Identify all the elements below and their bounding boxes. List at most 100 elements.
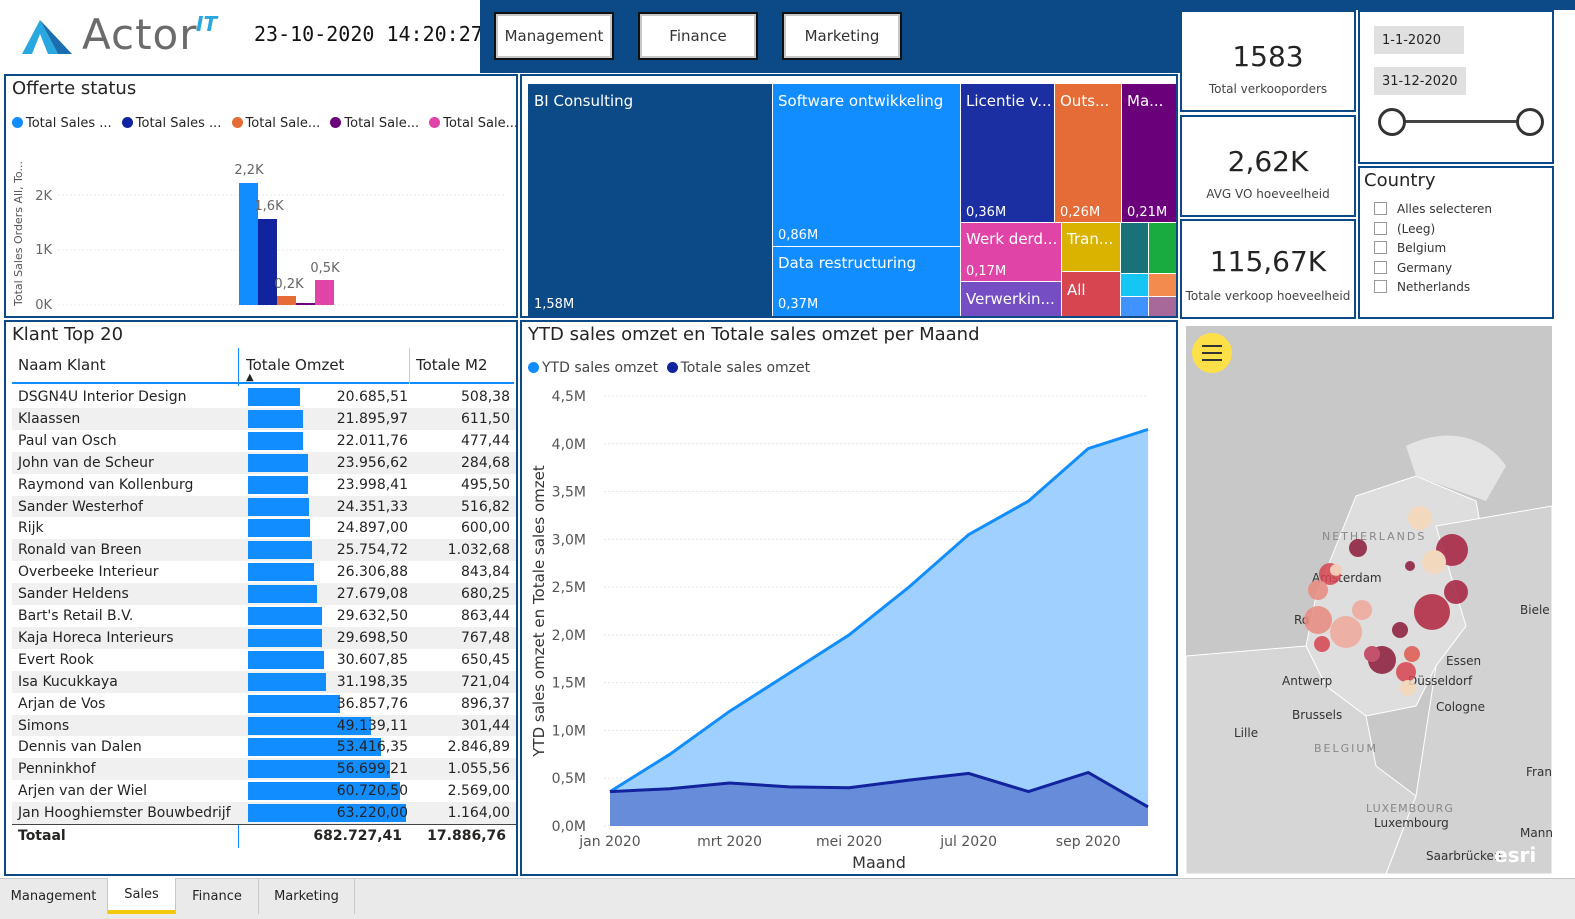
treemap-value: 1,58M [534, 297, 574, 312]
table-row[interactable]: Arjan de Vos 36.857,76 896,37 [12, 692, 516, 715]
bar-label: 0,5K [310, 261, 340, 276]
sort-ascending-icon[interactable]: ▲ [246, 372, 254, 383]
country-option[interactable]: (Leeg) [1374, 220, 1492, 240]
table-row[interactable]: Dennis van Dalen 53.416,35 2.846,89 [12, 736, 516, 759]
treemap-tile [1121, 274, 1148, 296]
treemap-tile [1062, 272, 1120, 316]
bar-label: 0,2K [274, 277, 304, 292]
esri-logo: esri [1494, 843, 1536, 867]
cell-m2: 680,25 [461, 586, 510, 603]
cell-omzet: 24.897,00 [336, 520, 408, 537]
omzet-bar [248, 607, 323, 625]
cell-m2: 863,44 [461, 608, 510, 624]
country-option[interactable]: Alles selecteren [1374, 200, 1492, 220]
end-date-input[interactable]: 31-12-2020 [1374, 67, 1466, 95]
table-row[interactable]: Rijk 24.897,00 600,00 [12, 517, 516, 540]
table-row[interactable]: Paul van Osch 22.011,76 477,44 [12, 429, 516, 452]
bar-series-3 [277, 296, 296, 305]
cell-omzet: 23.956,62 [336, 454, 408, 471]
y-tick-label: 3,5M [552, 485, 586, 501]
cell-m2: 301,44 [461, 717, 510, 734]
cell-naam: Paul van Osch [18, 432, 117, 449]
treemap-label: Outs... [1060, 92, 1109, 110]
y-tick-label: 0,5M [552, 771, 586, 787]
cell-m2: 650,45 [461, 651, 510, 668]
map-label: NETHERLANDS [1322, 530, 1426, 543]
omzet-bar [248, 519, 311, 538]
omzet-bar [248, 431, 303, 450]
series-line [609, 428, 1149, 793]
table-row[interactable]: Kaja Horeca Interieurs 29.698,50 767,48 [12, 626, 516, 649]
nav-finance-button[interactable]: Finance [638, 12, 758, 60]
nav-marketing-button[interactable]: Marketing [782, 12, 902, 60]
start-date-input[interactable]: 1-1-2020 [1374, 26, 1464, 54]
map[interactable]: NETHERLANDS Amsterdam Ro Antwerp Brussel… [1186, 326, 1552, 874]
table-row[interactable]: Overbeeke Interieur 26.306,88 843,84 [12, 561, 516, 584]
cell-omzet: 26.306,88 [336, 564, 408, 581]
country-option[interactable]: Belgium [1374, 239, 1492, 259]
treemap-panel: BI Consulting 1,58M Software ontwikkelin… [520, 74, 1178, 318]
checkbox-icon [1374, 202, 1387, 215]
table-row[interactable]: DSGN4U Interior Design 20.685,51 508,38 [12, 386, 516, 408]
cell-omzet: 25.754,72 [336, 542, 408, 559]
treemap-label: Ma... [1127, 92, 1163, 110]
legend-item[interactable]: Totale sales omzet [666, 360, 810, 376]
cell-m2: 843,84 [461, 564, 510, 581]
table-row[interactable]: Bart's Retail B.V. 29.632,50 863,44 [12, 605, 516, 627]
kpi-value: 1583 [1232, 40, 1304, 73]
cell-naam: Bart's Retail B.V. [18, 608, 134, 624]
current-datetime: 23-10-2020 14:20:27 [254, 22, 483, 46]
col-header-naam[interactable]: Naam Klant [18, 356, 106, 374]
table-row[interactable]: John van de Scheur 23.956,62 284,68 [12, 451, 516, 474]
col-header-omzet[interactable]: Totale Omzet [246, 356, 345, 374]
table-row[interactable]: Jan Hooghiemster Bouwbedrijf 63.220,00 1.1… [12, 802, 516, 825]
legend-item[interactable]: Total Sales ... [12, 116, 112, 131]
series-line [609, 770, 1149, 809]
treemap-tile [1122, 84, 1176, 222]
x-tick-label: jan 2020 [578, 834, 640, 850]
table-row[interactable]: Raymond van Kollenburg 23.998,41 495,50 [12, 473, 516, 496]
x-tick-label: mei 2020 [816, 834, 882, 850]
legend-item[interactable]: Total Sale... [330, 116, 419, 131]
nav-management-button[interactable]: Management [494, 12, 614, 60]
table-row[interactable]: Evert Rook 30.607,85 650,45 [12, 648, 516, 671]
cell-omzet: 56.699,21 [336, 761, 408, 778]
legend-item[interactable]: Total Sale... [429, 116, 518, 131]
table-row[interactable]: Ronald van Breen 25.754,72 1.032,68 [12, 539, 516, 562]
date-range-start-handle[interactable] [1378, 108, 1406, 136]
map-label: BELGIUM [1314, 742, 1378, 755]
table-row[interactable]: Klaassen 21.895,97 611,50 [12, 407, 516, 430]
omzet-bar [248, 650, 325, 669]
y-tick-label: 2,5M [552, 580, 586, 596]
tab-marketing[interactable]: Marketing [259, 878, 355, 914]
legend-item[interactable]: Total Sales ... [121, 116, 221, 131]
table-row[interactable]: Arjen van der Wiel 60.720,50 2.569,00 [12, 780, 516, 803]
col-header-m2[interactable]: Totale M2 [416, 356, 488, 374]
country-option[interactable]: Germany [1374, 259, 1492, 279]
table-row[interactable]: Isa Kucukkaya 31.198,35 721,04 [12, 670, 516, 693]
tab-management[interactable]: Management [0, 878, 108, 914]
country-option[interactable]: Netherlands [1374, 278, 1492, 298]
offerte-chart: Total Sales Orders All, To... 2K 1K 0K 2… [12, 161, 506, 313]
treemap-tile [528, 84, 772, 316]
table-row[interactable]: Penninkhof 56.699,21 1.055,56 [12, 758, 516, 781]
omzet-bar [248, 628, 323, 647]
total-m2: 17.886,76 [427, 828, 506, 844]
map-label: Saarbrücken [1426, 849, 1502, 863]
cell-omzet: 31.198,35 [336, 673, 408, 690]
legend-item[interactable]: Total Sale... [231, 116, 320, 131]
table-row[interactable]: Sander Westerhof 24.351,33 516,82 [12, 495, 516, 518]
omzet-bar [248, 585, 318, 604]
tab-sales[interactable]: Sales [108, 878, 176, 914]
table-row[interactable]: Sander Heldens 27.679,08 680,25 [12, 583, 516, 606]
kpi-value: 2,62K [1227, 145, 1309, 178]
legend-item[interactable]: YTD sales omzet [528, 360, 658, 376]
header-bar-right [1180, 0, 1575, 10]
tab-finance[interactable]: Finance [176, 878, 259, 914]
table-row[interactable]: Simons 49.139,11 301,44 [12, 714, 516, 737]
treemap-tile [961, 223, 1061, 281]
total-divider [12, 824, 516, 825]
y-axis-label: YTD sales omzet en Totale sales omzet [530, 465, 548, 758]
map-label: Mannheim [1520, 826, 1552, 840]
date-range-end-handle[interactable] [1516, 108, 1544, 136]
